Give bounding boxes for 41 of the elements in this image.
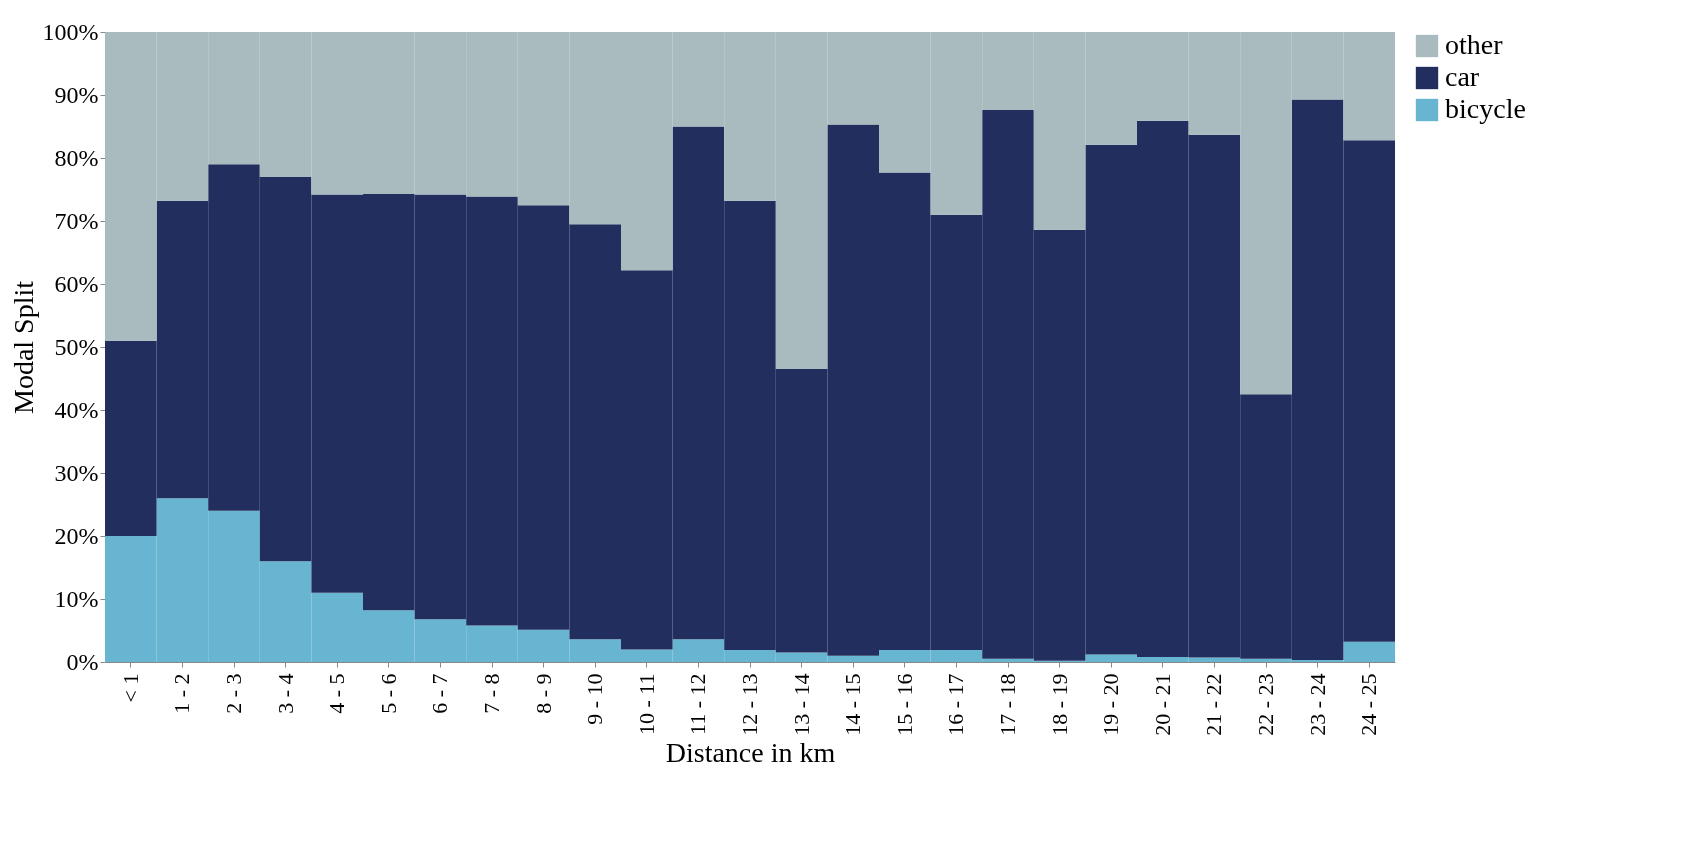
x-tick-label: 7 - 8 <box>479 673 504 714</box>
x-tick-label: 4 - 5 <box>324 673 350 714</box>
x-tick-label: 13 - 14 <box>788 673 814 736</box>
y-tick-label: 30% <box>54 459 99 486</box>
x-tick-label: 11 - 12 <box>685 673 711 736</box>
x-tick-label: 2 - 3 <box>221 673 246 714</box>
x-tick-label: 17 - 18 <box>995 673 1020 736</box>
y-tick-label: 50% <box>54 333 99 360</box>
x-tick-label: 5 - 6 <box>375 673 401 714</box>
x-tick-label: 20 - 21 <box>1149 673 1175 736</box>
x-tick-label: 12 - 13 <box>737 673 762 736</box>
x-axis-title: Distance in km <box>665 736 836 768</box>
x-tick-label: 16 - 17 <box>943 673 969 736</box>
legend-label: car <box>1445 61 1480 92</box>
x-tick-label: 14 - 15 <box>840 673 866 736</box>
y-tick-label: 90% <box>54 81 99 108</box>
legend-label: bicycle <box>1445 93 1526 124</box>
x-tick-label: 19 - 20 <box>1098 673 1124 736</box>
y-tick-label: 20% <box>54 522 99 549</box>
x-tick-label: 23 - 24 <box>1304 673 1330 736</box>
y-tick-label: 70% <box>54 207 99 234</box>
x-tick-label: 3 - 4 <box>272 673 298 714</box>
y-axis-title: Modal Split <box>7 280 39 415</box>
x-tick-label: 1 - 2 <box>169 673 195 714</box>
x-tick-label: 10 - 11 <box>633 673 659 736</box>
x-tick-label: 18 - 19 <box>1046 673 1072 736</box>
x-tick-label: 6 - 7 <box>427 673 453 714</box>
x-tick-label: 21 - 22 <box>1201 673 1227 736</box>
x-tick-label: 8 - 9 <box>530 673 556 714</box>
y-tick-label: 100% <box>42 18 99 45</box>
x-tick-label: 24 - 25 <box>1356 673 1382 736</box>
y-tick-label: 10% <box>54 585 99 612</box>
y-tick-label: 0% <box>66 648 99 675</box>
y-tick-label: 80% <box>54 144 99 171</box>
y-tick-label: 60% <box>54 270 99 297</box>
x-tick-label: 22 - 23 <box>1253 673 1278 736</box>
y-tick-label: 40% <box>54 396 99 423</box>
x-tick-label: 15 - 16 <box>891 673 917 736</box>
x-tick-label: 9 - 10 <box>582 673 608 725</box>
x-tick-label: < 1 <box>117 673 143 703</box>
legend-label: other <box>1445 29 1504 60</box>
